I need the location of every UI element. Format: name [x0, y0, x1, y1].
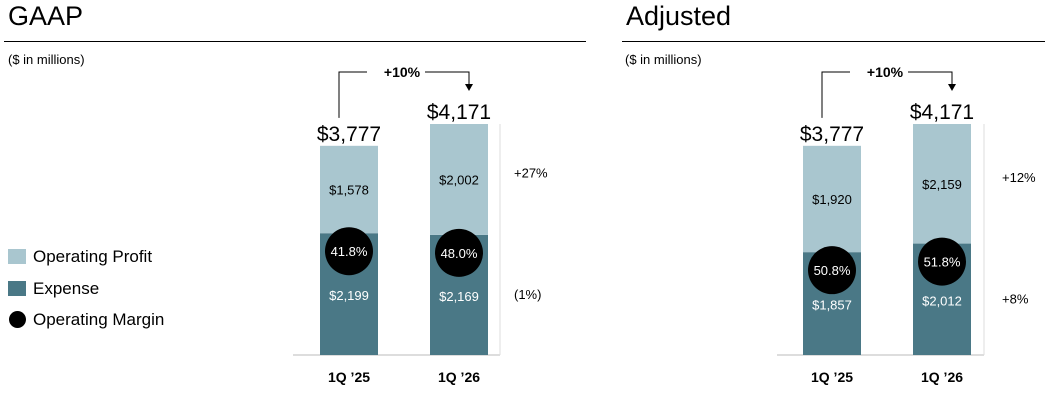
gaap-growth-total-label: +10% — [384, 64, 421, 80]
gaap-label-operating-profit-1: $2,002 — [439, 172, 479, 187]
legend-label-expense: Expense — [33, 278, 100, 298]
adjusted-units-note: ($ in millions) — [625, 52, 702, 67]
gaap-label-expense-1: $2,169 — [439, 289, 479, 304]
gaap-growth-expense-label: (1%) — [514, 287, 541, 302]
adjusted-panel: Adjusted ($ in millions) $1,920 $1,857 50.… — [620, 0, 1051, 404]
legend-item-operating-margin: Operating Margin — [8, 309, 164, 341]
gaap-total-label-0: $3,777 — [317, 123, 381, 146]
adjusted-bar-operating-profit-1 — [913, 124, 971, 244]
gaap-total-label-1: $4,171 — [427, 101, 491, 124]
legend-dot-operating-margin — [9, 311, 26, 328]
legend-item-expense: Expense — [8, 278, 164, 310]
adjusted-growth-bracket-right — [908, 71, 953, 85]
adjusted-growth-total-label: +10% — [867, 64, 904, 80]
legend-label-operating-margin: Operating Margin — [33, 310, 165, 329]
adjusted-growth-arrowhead — [948, 84, 956, 91]
gaap-growth-bracket-right — [425, 71, 470, 85]
gaap-growth-operating-profit-label: +27% — [514, 165, 548, 180]
gaap-title-rule — [4, 41, 586, 42]
legend-swatch-operating-profit — [8, 249, 26, 264]
gaap-growth-bracket-left — [338, 71, 367, 118]
adjusted-growth-operating-profit-label: +12% — [1002, 170, 1036, 185]
adjusted-growth-expense-label: +8% — [1002, 291, 1029, 306]
adjusted-margin-label-1: 51.8% — [924, 255, 961, 270]
gaap-margin-label-0: 41.8% — [331, 244, 368, 259]
legend-label-operating-profit: Operating Profit — [33, 247, 153, 266]
adjusted-label-expense-1: $2,012 — [922, 293, 962, 308]
legend-item-operating-profit: Operating Profit — [8, 246, 164, 278]
gaap-category-label-1: 1Q ’26 — [438, 369, 480, 385]
adjusted-total-label-1: $4,171 — [910, 101, 974, 124]
gaap-category-label-0: 1Q ’25 — [328, 369, 370, 385]
adjusted-margin-label-0: 50.8% — [814, 263, 851, 278]
legend-swatch-expense — [8, 280, 26, 296]
adjusted-label-expense-0: $1,857 — [812, 298, 852, 313]
adjusted-total-label-0: $3,777 — [800, 123, 864, 146]
gaap-label-operating-profit-0: $1,578 — [329, 183, 369, 198]
adjusted-growth-bracket-left — [821, 71, 850, 118]
gaap-panel: GAAP ($ in millions) $1,578 $2,199 41.8% $3… — [4, 1, 586, 385]
gaap-growth-arrowhead — [465, 84, 473, 91]
adjusted-title: Adjusted — [626, 1, 732, 31]
adjusted-category-label-1: 1Q ’26 — [921, 369, 963, 385]
gaap-label-expense-0: $2,199 — [329, 288, 369, 303]
adjusted-label-operating-profit-0: $1,920 — [812, 192, 852, 207]
legend: Operating Profit Expense Operating Margi… — [8, 246, 164, 341]
gaap-margin-label-1: 48.0% — [441, 246, 478, 261]
gaap-chart: $1,578 $2,199 41.8% $3,777 1Q ’25 $2,002 $2,16… — [293, 64, 548, 385]
adjusted-margin-circle-0 — [808, 246, 856, 295]
gaap-bar-operating-profit-0 — [320, 145, 378, 234]
adjusted-title-rule — [622, 41, 1045, 42]
adjusted-margin-circle-1 — [918, 237, 966, 286]
gaap-margin-circle-0 — [325, 227, 373, 276]
adjusted-category-label-0: 1Q ’25 — [811, 369, 853, 385]
gaap-margin-circle-1 — [435, 228, 483, 277]
adjusted-label-operating-profit-1: $2,159 — [922, 177, 962, 192]
gaap-title: GAAP — [8, 1, 84, 31]
gaap-units-note: ($ in millions) — [8, 52, 85, 67]
adjusted-chart: $1,920 $1,857 50.8% $3,777 1Q ’25 $2,159 $2,01… — [777, 64, 1036, 385]
gaap-bar-operating-profit-1 — [430, 124, 488, 235]
adjusted-bar-operating-profit-0 — [803, 145, 861, 253]
